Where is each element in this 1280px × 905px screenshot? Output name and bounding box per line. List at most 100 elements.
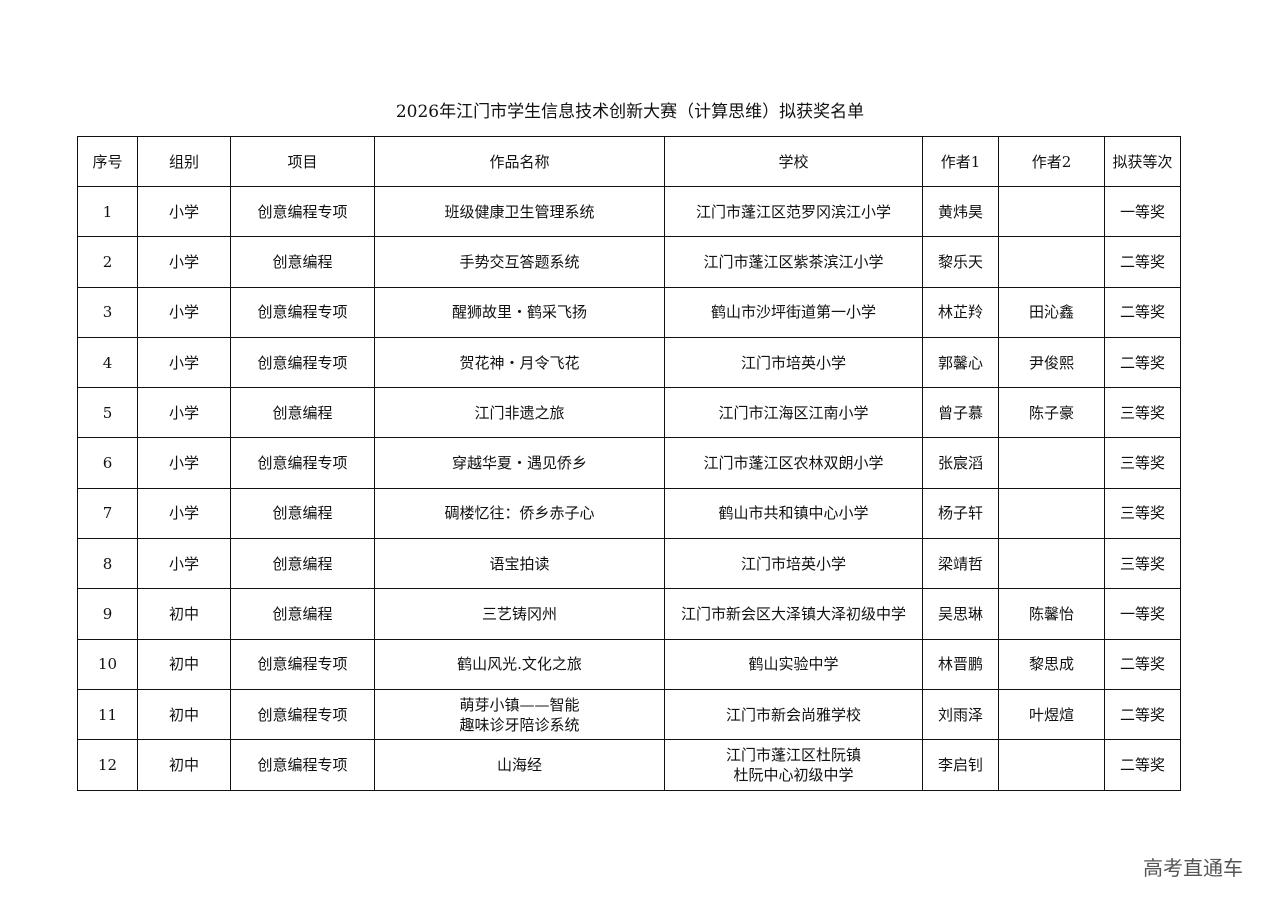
cell-index: 8	[77, 538, 138, 590]
cell-award: 三等奖	[1104, 538, 1181, 590]
cell-school: 鹤山市共和镇中心小学	[664, 487, 923, 540]
cell-school: 鹤山市沙坪街道第一小学	[664, 286, 923, 338]
cell-project: 创意编程专项	[230, 185, 375, 238]
cell-award: 二等奖	[1104, 739, 1181, 791]
cell-author1: 曾子慕	[922, 387, 999, 439]
cell-school: 江门市蓬江区杜阮镇 杜阮中心初级中学	[664, 739, 923, 791]
cell-author1: 林芷羚	[922, 286, 999, 338]
cell-project: 创意编程专项	[230, 739, 375, 791]
cell-author1: 李启钊	[922, 739, 999, 791]
cell-school: 江门市蓬江区范罗冈滨江小学	[664, 185, 923, 238]
cell-work-title: 萌芽小镇——智能 趣味诊牙陪诊系统	[374, 688, 665, 741]
cell-school: 江门市新会尚雅学校	[664, 688, 923, 741]
cell-award: 二等奖	[1104, 286, 1181, 338]
cell-work-title: 山海经	[374, 739, 665, 791]
cell-award: 二等奖	[1104, 336, 1181, 389]
table-row: 6 小学 创意编程专项 穿越华夏・遇见侨乡 江门市蓬江区农林双朗小学 张宸滔 三等奖	[77, 437, 1181, 489]
cell-index: 10	[77, 638, 138, 690]
cell-project: 创意编程专项	[230, 638, 375, 690]
table-row: 9 初中 创意编程 三艺铸冈州 江门市新会区大泽镇大泽初级中学 吴思琳 陈馨怡 一等奖	[77, 588, 1181, 640]
cell-group: 小学	[137, 538, 231, 590]
cell-project: 创意编程专项	[230, 688, 375, 741]
column-header-author2: 作者2	[998, 136, 1105, 187]
cell-author1: 林晋鹏	[922, 638, 999, 690]
cell-author1: 梁靖哲	[922, 538, 999, 590]
cell-work-title: 语宝拍读	[374, 538, 665, 590]
cell-group: 初中	[137, 739, 231, 791]
cell-project: 创意编程	[230, 236, 375, 288]
cell-author1: 黎乐天	[922, 236, 999, 288]
cell-author2	[998, 538, 1105, 590]
cell-author2: 黎思成	[998, 638, 1105, 690]
cell-group: 小学	[137, 336, 231, 389]
cell-work-title: 醒狮故里・鹤采飞扬	[374, 286, 665, 338]
cell-project: 创意编程	[230, 487, 375, 540]
column-header-award: 拟获等次	[1104, 136, 1181, 187]
cell-author1: 刘雨泽	[922, 688, 999, 741]
table-row: 1 小学 创意编程专项 班级健康卫生管理系统 江门市蓬江区范罗冈滨江小学 黄炜昊 一等奖	[77, 185, 1181, 238]
cell-index: 6	[77, 437, 138, 489]
cell-author2: 陈子豪	[998, 387, 1105, 439]
cell-author2	[998, 236, 1105, 288]
cell-school: 江门市培英小学	[664, 538, 923, 590]
cell-award: 一等奖	[1104, 185, 1181, 238]
cell-school: 江门市蓬江区农林双朗小学	[664, 437, 923, 489]
column-header-work-title: 作品名称	[374, 136, 665, 187]
cell-project: 创意编程	[230, 538, 375, 590]
cell-project: 创意编程	[230, 387, 375, 439]
cell-school: 江门市江海区江南小学	[664, 387, 923, 439]
cell-work-title: 三艺铸冈州	[374, 588, 665, 640]
cell-award: 二等奖	[1104, 638, 1181, 690]
cell-award: 一等奖	[1104, 588, 1181, 640]
document-title: 2026年江门市学生信息技术创新大赛（计算思维）拟获奖名单	[395, 102, 865, 122]
cell-work-title: 碉楼忆往：侨乡赤子心	[374, 487, 665, 540]
cell-group: 小学	[137, 286, 231, 338]
cell-project: 创意编程	[230, 588, 375, 640]
cell-index: 5	[77, 387, 138, 439]
cell-author2	[998, 487, 1105, 540]
table-row: 8 小学 创意编程 语宝拍读 江门市培英小学 梁靖哲 三等奖	[77, 538, 1181, 590]
table-row: 10 初中 创意编程专项 鹤山风光.文化之旅 鹤山实验中学 林晋鹏 黎思成 二等奖	[77, 638, 1181, 690]
cell-work-title: 江门非遗之旅	[374, 387, 665, 439]
cell-group: 小学	[137, 185, 231, 238]
table-row: 3 小学 创意编程专项 醒狮故里・鹤采飞扬 鹤山市沙坪街道第一小学 林芷羚 田沁鑫 二等奖	[77, 286, 1181, 338]
table-header-row: 序号 组别 项目 作品名称 学校 作者1 作者2 拟获等次	[77, 136, 1181, 187]
watermark: 高考直通车	[1143, 856, 1243, 880]
cell-project: 创意编程专项	[230, 336, 375, 389]
cell-group: 小学	[137, 437, 231, 489]
table-row: 12 初中 创意编程专项 山海经 江门市蓬江区杜阮镇 杜阮中心初级中学 李启钊 二等奖	[77, 739, 1181, 791]
cell-work-title: 鹤山风光.文化之旅	[374, 638, 665, 690]
cell-author2: 叶煜煊	[998, 688, 1105, 741]
cell-author1: 张宸滔	[922, 437, 999, 489]
cell-index: 4	[77, 336, 138, 389]
cell-work-title: 班级健康卫生管理系统	[374, 185, 665, 238]
cell-author2: 陈馨怡	[998, 588, 1105, 640]
table-row: 7 小学 创意编程 碉楼忆往：侨乡赤子心 鹤山市共和镇中心小学 杨子轩 三等奖	[77, 487, 1181, 540]
cell-award: 二等奖	[1104, 688, 1181, 741]
cell-project: 创意编程专项	[230, 437, 375, 489]
cell-award: 三等奖	[1104, 387, 1181, 439]
cell-author2	[998, 437, 1105, 489]
table-row: 2 小学 创意编程 手势交互答题系统 江门市蓬江区紫茶滨江小学 黎乐天 二等奖	[77, 236, 1181, 288]
cell-award: 三等奖	[1104, 437, 1181, 489]
cell-author2	[998, 739, 1105, 791]
cell-author2: 尹俊熙	[998, 336, 1105, 389]
cell-author1: 郭馨心	[922, 336, 999, 389]
cell-author1: 黄炜昊	[922, 185, 999, 238]
cell-author1: 杨子轩	[922, 487, 999, 540]
cell-award: 三等奖	[1104, 487, 1181, 540]
cell-project: 创意编程专项	[230, 286, 375, 338]
cell-group: 小学	[137, 487, 231, 540]
column-header-group: 组别	[137, 136, 231, 187]
column-header-index: 序号	[77, 136, 138, 187]
cell-index: 3	[77, 286, 138, 338]
cell-school: 江门市新会区大泽镇大泽初级中学	[664, 588, 923, 640]
cell-author1: 吴思琳	[922, 588, 999, 640]
cell-award: 二等奖	[1104, 236, 1181, 288]
cell-index: 11	[77, 688, 138, 741]
cell-index: 9	[77, 588, 138, 640]
cell-work-title: 手势交互答题系统	[374, 236, 665, 288]
cell-group: 初中	[137, 588, 231, 640]
column-header-project: 项目	[230, 136, 375, 187]
cell-group: 小学	[137, 387, 231, 439]
